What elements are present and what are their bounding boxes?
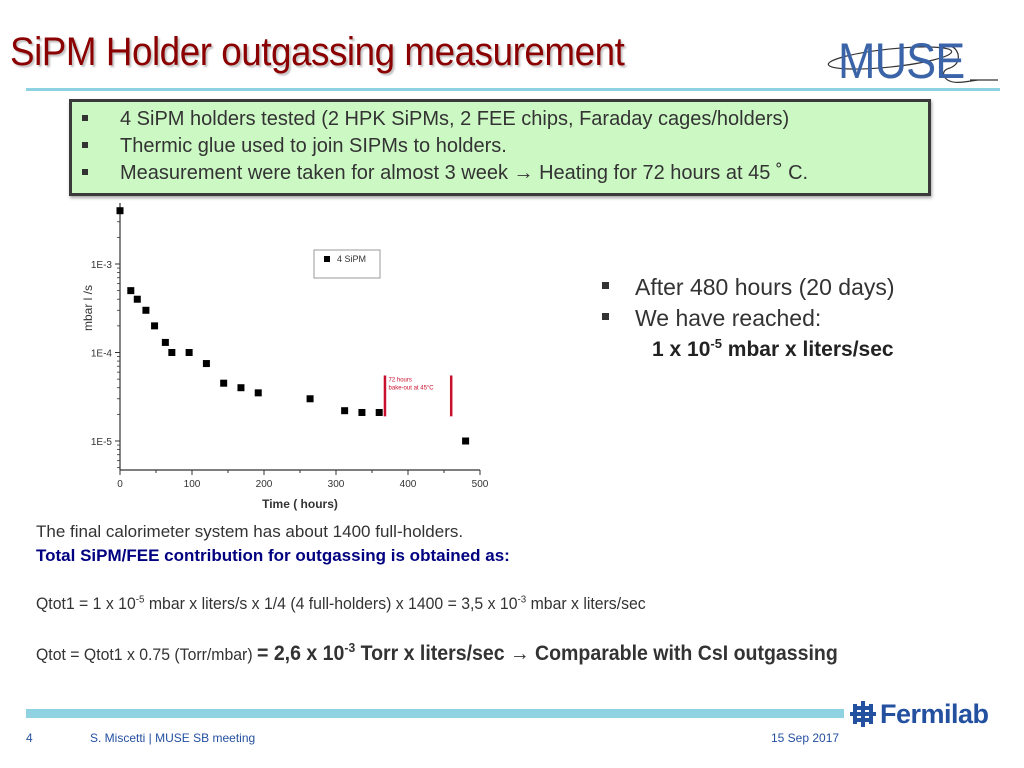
- bullet-icon: [602, 282, 609, 290]
- contribution-heading: Total SiPM/FEE contribution for outgassi…: [36, 546, 510, 565]
- summary-item: Thermic glue used to join SIPMs to holde…: [82, 133, 928, 160]
- fermilab-logo: Fermilab: [850, 698, 989, 730]
- svg-text:0: 0: [117, 479, 123, 490]
- calorimeter-text: The final calorimeter system has about 1…: [36, 522, 464, 541]
- chart-points: [116, 207, 470, 445]
- title-divider: [26, 88, 1000, 91]
- svg-text:500: 500: [472, 479, 489, 490]
- bullet-icon: [82, 114, 88, 121]
- outgassing-chart: 0 100 200 300 400 500 1E-5 1E-4 1E-3 Time ( hours…: [70, 198, 500, 518]
- slide-title: SiPM Holder outgassing measurement: [10, 30, 625, 74]
- summary-item: Measurement were taken for almost 3 week…: [82, 160, 928, 187]
- muse-swirl-icon: [827, 45, 998, 83]
- result-value: 1 x 10-5 mbar x liters/sec: [652, 336, 894, 361]
- svg-text:bake-out at 45°C: bake-out at 45°C: [389, 385, 435, 391]
- muse-logo-text: MUSE: [838, 33, 965, 89]
- footer-author: S. Miscetti | MUSE SB meeting: [90, 731, 256, 745]
- bullet-icon: [602, 313, 609, 321]
- svg-text:1E-4: 1E-4: [91, 349, 113, 360]
- svg-text:400: 400: [400, 479, 417, 490]
- muse-logo: MUSE: [820, 34, 1020, 88]
- footer-bar: [26, 709, 844, 718]
- result-bullet-1: After 480 hours (20 days): [602, 272, 895, 303]
- summary-item: 4 SiPM holders tested (2 HPK SiPMs, 2 FE…: [82, 106, 928, 133]
- page-number: 4: [26, 731, 33, 745]
- svg-text:100: 100: [184, 479, 201, 490]
- svg-text:Time ( hours): Time ( hours): [262, 497, 338, 511]
- fermilab-text: Fermilab: [880, 698, 989, 729]
- fermilab-icon: [850, 701, 876, 727]
- result-bullet-2: We have reached:: [602, 303, 895, 334]
- chart-annotations: 72 hours bake-out at 45°C: [383, 375, 453, 417]
- bullet-icon: [82, 141, 88, 148]
- summary-box: 4 SiPM holders tested (2 HPK SiPMs, 2 FE…: [69, 99, 931, 196]
- bullet-icon: [82, 168, 88, 175]
- qtot1-formula: Qtot1 = 1 x 10-5 mbar x liters/s x 1/4 (…: [36, 593, 646, 613]
- svg-text:1E-3: 1E-3: [91, 260, 113, 271]
- outgassing-scatter-plot: 0 100 200 300 400 500 1E-5 1E-4 1E-3 Time ( hours…: [81, 203, 489, 511]
- footer-date: 15 Sep 2017: [771, 731, 840, 745]
- svg-text:4 SiPM: 4 SiPM: [337, 254, 366, 264]
- svg-text:1E-5: 1E-5: [91, 437, 113, 448]
- svg-text:72 hours: 72 hours: [389, 377, 412, 383]
- svg-text:mbar l /s: mbar l /s: [81, 285, 95, 331]
- svg-text:300: 300: [328, 479, 345, 490]
- qtot-formula: Qtot = Qtot1 x 0.75 (Torr/mbar) = 2,6 x …: [36, 640, 838, 665]
- svg-text:200: 200: [256, 479, 273, 490]
- result-notes: After 480 hours (20 days) We have reache…: [602, 272, 895, 365]
- chart-axes: 0 100 200 300 400 500 1E-5 1E-4 1E-3 Time ( hours…: [81, 203, 489, 511]
